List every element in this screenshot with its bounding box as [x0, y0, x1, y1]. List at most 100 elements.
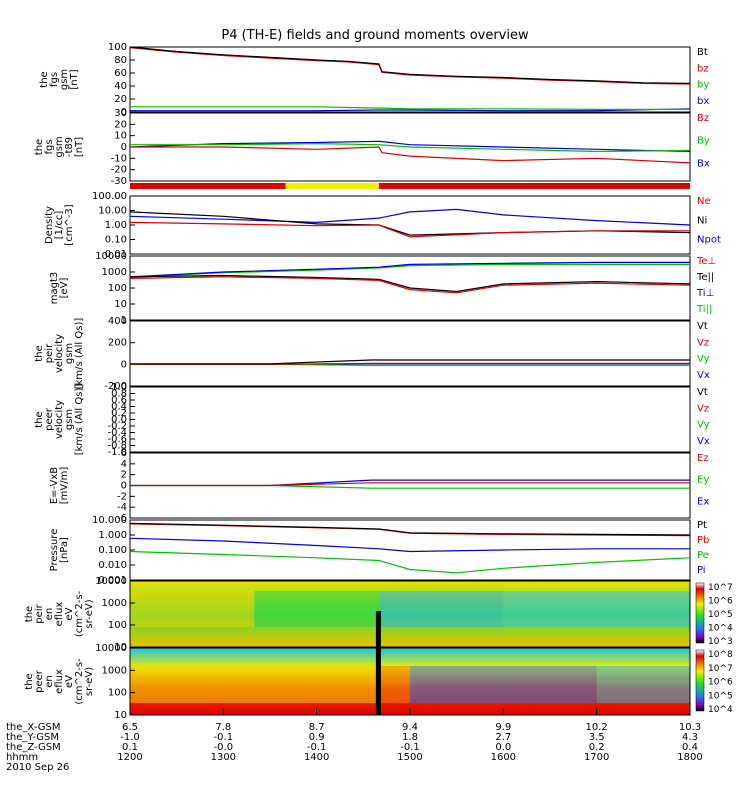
y-axis-label: -t89	[64, 137, 75, 157]
y-axis-label: the	[34, 139, 45, 155]
y-tick-label: 10	[114, 710, 127, 721]
series-line-te	[129, 274, 691, 293]
y-tick-label: 0.10	[105, 235, 127, 246]
x-tick-label: 10.2	[586, 722, 608, 733]
y-axis-label: Pressure	[49, 529, 60, 572]
series-line-by	[130, 142, 691, 153]
y-tick-label: 100	[108, 283, 127, 294]
x-tick-label: 1400	[304, 752, 329, 763]
x-tick-label: 9.9	[495, 722, 511, 733]
y-axis-label: fgs	[44, 139, 55, 154]
series-line-bx	[129, 140, 691, 153]
y-tick-label: 10000	[95, 643, 127, 654]
y-tick-label: 0.0	[111, 415, 127, 426]
series-line-bx	[130, 108, 691, 112]
legend-entry: Bt	[697, 47, 708, 58]
legend-entry: Vy	[697, 354, 710, 365]
y-tick-label: 10000	[95, 251, 127, 262]
spectrogram-band	[254, 591, 379, 627]
series-line-te	[129, 276, 691, 294]
spectrogram-band	[596, 666, 690, 703]
legend-entry: bz	[697, 63, 709, 74]
legend-entry: Ni	[697, 215, 707, 226]
y-tick-label: 1000	[102, 598, 127, 609]
x-tick-label: 0.9	[309, 732, 325, 743]
x-axis-row-label: the_Y-GSM	[6, 732, 59, 743]
x-tick-label: 3.5	[589, 732, 605, 743]
y-tick-label: -6	[117, 513, 127, 524]
colorbar	[695, 582, 705, 644]
y-tick-label: -0.2	[107, 421, 127, 432]
y-axis-label: (cm^2-s-	[74, 658, 85, 705]
y-tick-label: -10	[111, 153, 127, 164]
y-tick-label: 0.01	[105, 249, 127, 260]
panel-frame	[129, 195, 691, 255]
y-axis-label: the	[34, 411, 45, 427]
series-line-ti	[129, 263, 690, 279]
x-axis-row-label: hhmm	[6, 752, 38, 763]
y-tick-label: 4	[121, 459, 127, 470]
y-tick-label: 0	[121, 481, 127, 492]
y-axis-label: eflux	[54, 669, 65, 694]
y-axis-label: magt3	[49, 272, 60, 305]
x-tick-label: -0.0	[214, 742, 234, 753]
y-axis-label: peer	[44, 407, 55, 431]
series-line-pt	[129, 522, 691, 536]
y-axis-label: [1/cc]	[54, 211, 65, 240]
y-tick-label: 30	[114, 108, 127, 119]
y-axis-label: gsm	[64, 409, 75, 430]
y-axis-label: gsm	[59, 69, 70, 90]
legend-entry: Vy	[697, 420, 710, 431]
y-tick-label: 10000	[95, 576, 127, 587]
y-tick-label: 10.00	[98, 206, 127, 217]
x-tick-label: 2.7	[495, 732, 511, 743]
legend-entry: Ex	[697, 496, 709, 507]
colorbar-tick-label: 10^8	[708, 650, 733, 660]
x-tick-label: 1600	[491, 752, 516, 763]
status-bar-segment	[285, 183, 379, 189]
y-tick-label: 10	[114, 131, 127, 142]
y-axis-label: eV	[64, 607, 75, 620]
x-tick-label: 10.3	[679, 722, 701, 733]
y-tick-label: -200	[104, 381, 127, 392]
y-tick-label: 200	[108, 338, 127, 349]
y-tick-label: 0.010	[98, 560, 127, 571]
colorbar-tick-label: 10^5	[708, 610, 733, 620]
x-tick-label: 0.1	[122, 742, 138, 753]
y-axis-label: [km/s (All Qs)]	[74, 318, 85, 390]
y-axis-label: [nT]	[69, 69, 80, 89]
x-axis-row-label: the_X-GSM	[6, 722, 60, 733]
y-axis-label: sr-eV)	[84, 667, 95, 696]
x-tick-label: -1.0	[120, 732, 140, 743]
figure-title: P4 (TH-E) fields and ground moments over…	[221, 28, 529, 43]
colorbar-tick-label: 10^4	[708, 705, 733, 715]
spectrogram-band	[503, 591, 690, 627]
panel-frame	[129, 46, 691, 113]
x-tick-label: -0.1	[307, 742, 327, 753]
series-line-pi	[129, 537, 690, 553]
y-tick-label: -20	[111, 165, 127, 176]
y-axis-label: eflux	[54, 602, 65, 627]
y-axis-label: Density	[44, 206, 55, 244]
y-axis-label: peer	[34, 669, 45, 693]
data-gap-marker	[375, 648, 381, 715]
y-tick-label: 0.100	[98, 545, 127, 556]
x-tick-label: 8.7	[309, 722, 325, 733]
series-line-ne	[129, 221, 690, 238]
y-tick-label: 80	[114, 55, 127, 66]
y-axis-label: peir	[44, 343, 55, 363]
x-tick-label: 1300	[211, 752, 236, 763]
y-tick-label: -30	[111, 176, 127, 187]
legend-entry: Ey	[697, 475, 709, 486]
series-line-by	[130, 106, 690, 110]
y-axis-label: (cm^2-s-	[74, 590, 85, 637]
y-tick-label: 1.00	[105, 220, 127, 231]
x-tick-label: 7.8	[215, 722, 231, 733]
series-line-pe	[129, 550, 691, 574]
legend-entry: Bz	[697, 113, 709, 124]
legend-entry: Vx	[697, 436, 710, 447]
y-tick-label: 100.00	[92, 191, 127, 202]
y-tick-label: 20	[114, 94, 127, 105]
